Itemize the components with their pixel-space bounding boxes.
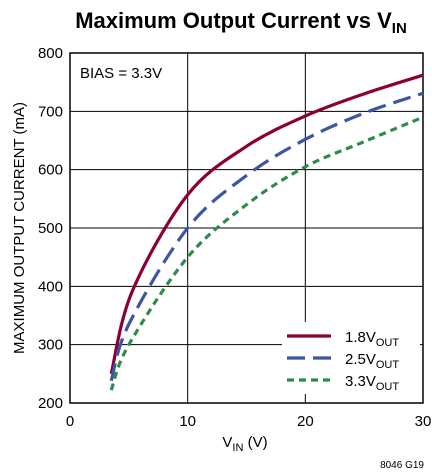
y-tick-label-2: 400 [38,278,63,295]
y-tick-label-1: 300 [38,337,63,354]
chart-title: Maximum Output Current vs VIN [75,8,407,37]
bias-annotation: BIAS = 3.3V [80,65,162,82]
legend-label-1: 2.5VOUT [345,351,399,371]
x-tick-label-2: 20 [297,413,314,430]
series-line-1 [109,91,424,382]
y-tick-label-5: 700 [38,103,63,120]
y-tick-label-6: 800 [38,45,63,62]
legend-label-2: 3.3VOUT [345,373,399,393]
series-line-0 [109,73,424,375]
x-tick-label-1: 10 [179,413,196,430]
y-axis-label: MAXIMUM OUTPUT CURRENT (mA) [11,102,28,354]
series-group [109,73,424,391]
legend-label-0: 1.8VOUT [345,329,399,349]
figure-code: 8046 G19 [380,460,424,471]
x-tick-labels: 0 10 20 30 [66,413,432,430]
x-axis-label: VIN (V) [222,434,267,454]
y-tick-label-0: 200 [38,395,63,412]
plot-frame [69,52,424,404]
y-tick-labels: 200 300 400 500 600 700 800 [38,45,63,412]
y-tick-label-3: 500 [38,220,63,237]
annotation-background [74,58,178,88]
series-line-2 [109,115,424,391]
x-tick-label-0: 0 [66,413,74,430]
y-tick-label-4: 600 [38,162,63,179]
x-tick-label-3: 30 [415,413,432,430]
